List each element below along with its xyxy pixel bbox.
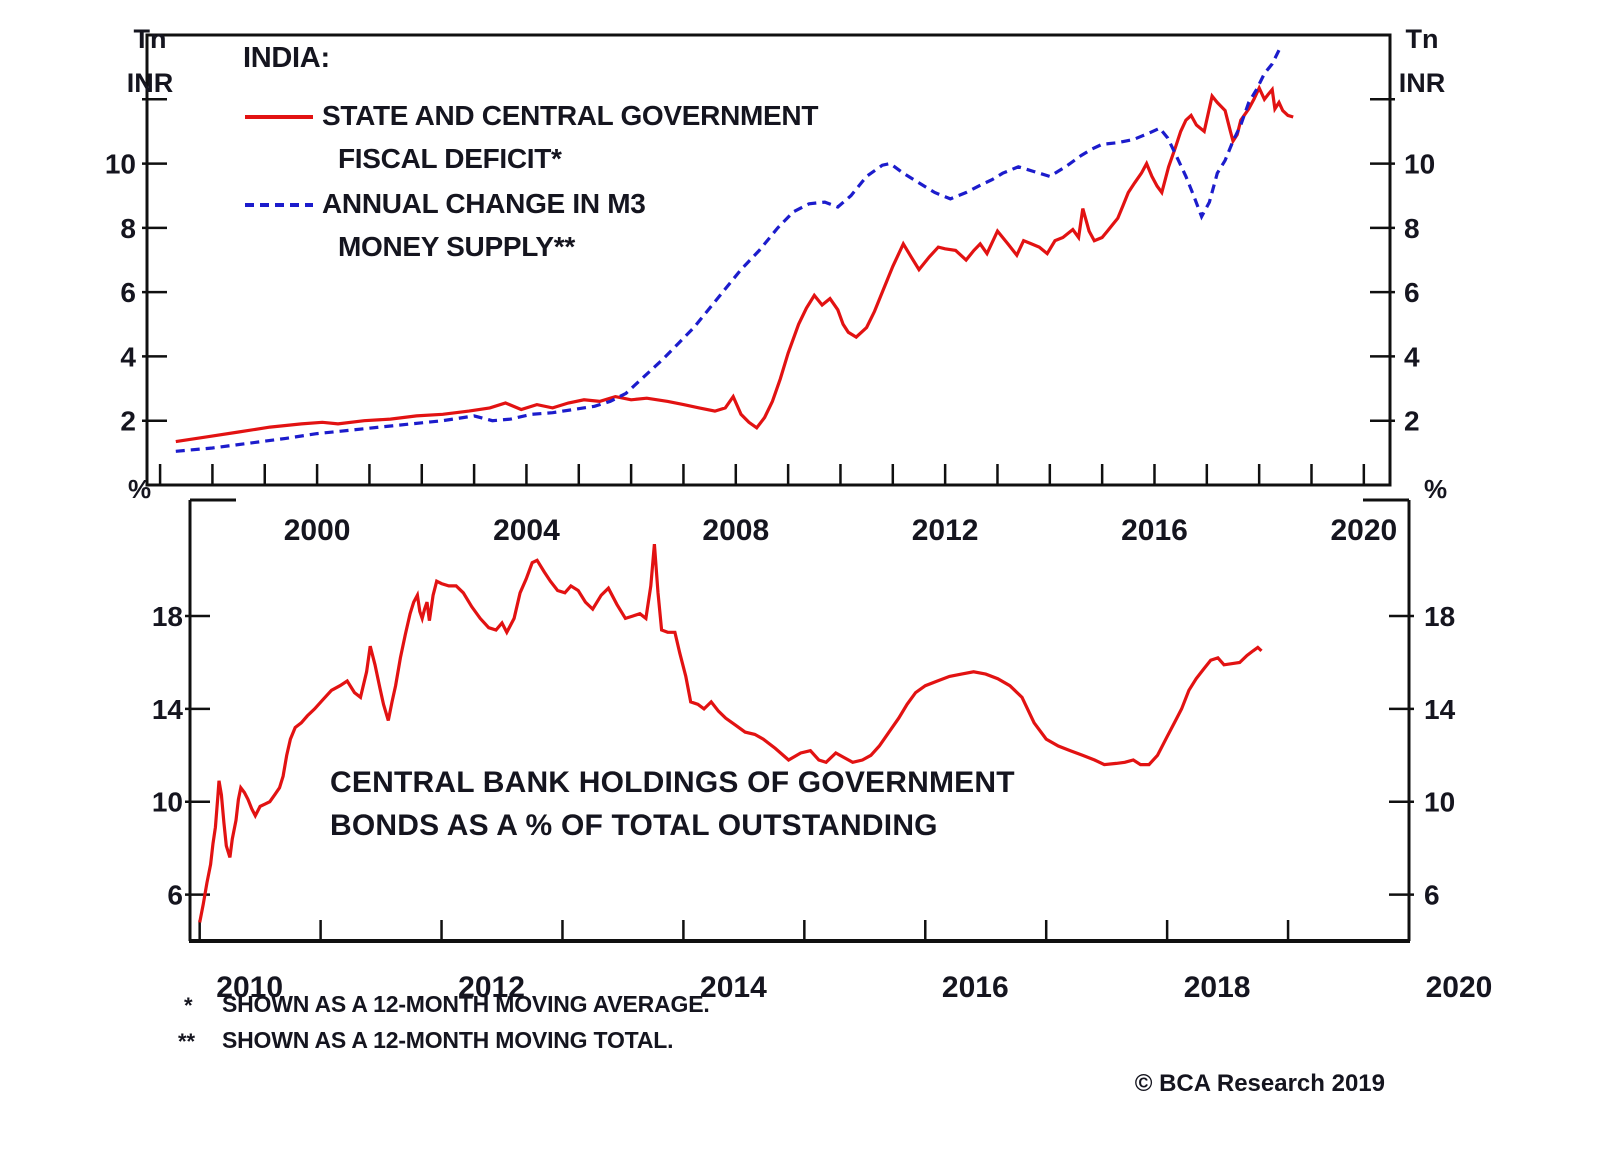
footnote-1-text: SHOWN AS A 12-MONTH MOVING AVERAGE. [222, 991, 710, 1017]
series-line-annual-change-in [175, 47, 1282, 453]
chart-0-x-tick-label: 2004 [493, 514, 560, 547]
chart-1-y-tick-label-left: 10 [152, 787, 183, 818]
chart-1-y-tick-label-right: 6 [1424, 880, 1440, 911]
chart-0-y-tick-label-right: 8 [1404, 213, 1420, 244]
top-left-unit-line2: INR [126, 68, 174, 98]
chart-1-y-tick-label-left: 6 [167, 880, 183, 911]
chart-0-y-tick-label-left: 10 [105, 149, 136, 180]
chart-0-x-tick-label: 2008 [702, 514, 769, 547]
chart-1-x-tick-label: 2020 [1426, 971, 1493, 1004]
chart-1-x-tick-label: 2010 [216, 971, 283, 1004]
series-line-state-and-central [175, 84, 1294, 444]
bottom-annotation-line1: CENTRAL BANK HOLDINGS OF GOVERNMENT [330, 766, 1015, 799]
top-left-unit-line1: Tn [133, 24, 167, 54]
chart-0-y-tick-label-right: 10 [1404, 149, 1435, 180]
chart-0-y-tick-label-left: 6 [120, 277, 136, 308]
footnote-2-marker: ** [178, 1029, 196, 1054]
chart-1-y-tick-label-right: 18 [1424, 601, 1455, 632]
copyright: © BCA Research 2019 [1134, 1070, 1385, 1097]
chart-0-x-tick-label: 2012 [912, 514, 979, 547]
chart-0-y-tick-label-right: 2 [1404, 406, 1420, 437]
legend-m3-change-line1: ANNUAL CHANGE IN M3 [322, 188, 646, 219]
chart-1-y-tick-label-left: 14 [152, 694, 184, 725]
chart-0-y-tick-label-left: 4 [120, 341, 136, 372]
chart-0-y-tick-label-right: 4 [1404, 341, 1420, 372]
chart-0-x-tick-label: 2016 [1121, 514, 1188, 547]
chart-0-y-tick-label-left: 8 [120, 213, 136, 244]
chart-1-x-tick-label: 2014 [700, 971, 767, 1004]
chart-1-x-tick-label: 2016 [942, 971, 1009, 1004]
series-line-central-bank-holdings [198, 543, 1263, 923]
bottom-annotation-line2: BONDS AS A % OF TOTAL OUTSTANDING [330, 809, 938, 842]
chart-0-y-tick-label-right: 6 [1404, 277, 1420, 308]
chart-1-x-tick-label: 2018 [1184, 971, 1251, 1004]
fiscal-deficit-line-swatch [245, 115, 313, 119]
footnote-1-marker: * [184, 993, 193, 1018]
chart-1-y-tick-label-right: 14 [1424, 694, 1456, 725]
chart-1-y-tick-label-left: 18 [152, 601, 183, 632]
m3-change-line-swatch [245, 203, 313, 207]
footnote-2-text: SHOWN AS A 12-MONTH MOVING TOTAL. [222, 1027, 674, 1053]
chart-1-y-tick-label-right: 10 [1424, 787, 1455, 818]
legend-fiscal-deficit-line2: FISCAL DEFICIT* [338, 143, 562, 174]
legend-m3-change-line2: MONEY SUPPLY** [338, 231, 575, 262]
top-right-unit-line1: Tn [1405, 24, 1439, 54]
chart-0-y-tick-label-left: 2 [120, 406, 136, 437]
chart-0-x-tick-label: 2020 [1330, 514, 1397, 547]
chart-1-x-tick-label: 2012 [458, 971, 525, 1004]
legend-fiscal-deficit-line1: STATE AND CENTRAL GOVERNMENT [322, 100, 819, 131]
bottom-left-unit: % [128, 474, 152, 504]
chart-title: INDIA: [243, 42, 330, 74]
chart-0-x-tick-label: 2000 [284, 514, 351, 547]
top-right-unit-line2: INR [1398, 68, 1446, 98]
chart-0-frame [145, 33, 1392, 487]
bottom-right-unit: % [1424, 474, 1448, 504]
